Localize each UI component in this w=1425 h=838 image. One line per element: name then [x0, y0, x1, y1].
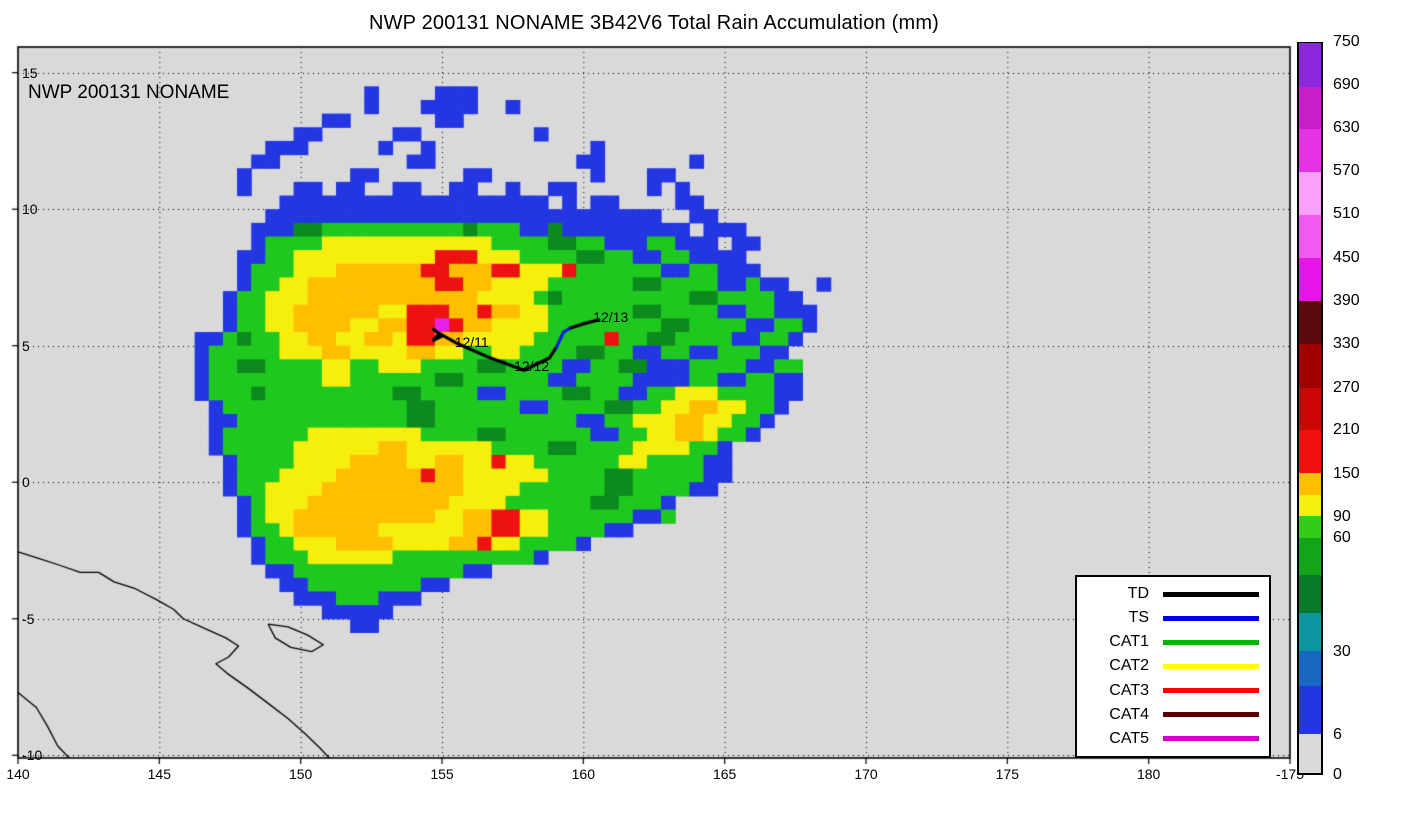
colorbar-segment-15 [1299, 171, 1321, 216]
colorbar-label-6: 6 [1333, 726, 1342, 744]
colorbar-segment-13 [1299, 257, 1321, 302]
colorbar-label-510: 510 [1333, 205, 1360, 223]
legend-label-td: TD [1127, 585, 1149, 603]
colorbar-label-150: 150 [1333, 464, 1360, 482]
legend-label-cat5: CAT5 [1109, 729, 1149, 747]
colorbar-segment-4 [1299, 574, 1321, 613]
legend-line-swatch-cat3 [1163, 688, 1259, 694]
x-axis-tick-175: 175 [995, 766, 1020, 782]
x-axis-tick-165: 165 [712, 766, 737, 782]
legend-row-cat3: CAT3 [1087, 682, 1259, 700]
colorbar-label-0: 0 [1333, 766, 1342, 783]
colorbar-segment-12 [1299, 300, 1321, 345]
x-axis-tick-155: 155 [430, 766, 454, 782]
y-axis-tick--5: -5 [22, 610, 35, 627]
map-storm-label: NWP 200131 NONAME [28, 82, 230, 103]
legend-line-swatch-cat2 [1163, 663, 1259, 669]
colorbar-segment-17 [1299, 86, 1321, 130]
y-axis-tick-0: 0 [22, 474, 30, 491]
y-axis-tick--10: -10 [22, 747, 43, 764]
legend-line-swatch-td [1163, 591, 1259, 597]
colorbar-segment-11 [1299, 343, 1321, 389]
colorbar-segment-6 [1299, 515, 1321, 538]
colorbar-label-270: 270 [1333, 378, 1360, 396]
x-axis-tick-140: 140 [6, 766, 30, 782]
colorbar-segment-5 [1299, 536, 1321, 575]
legend-line-swatch-cat1 [1163, 639, 1259, 645]
colorbar-segment-9 [1299, 429, 1321, 474]
track-date-label-12-11: 12/11 [454, 333, 489, 350]
colorbar-segment-16 [1299, 128, 1321, 173]
y-axis-tick-15: 15 [22, 64, 38, 81]
legend-row-cat5: CAT5 [1087, 730, 1259, 748]
colorbar-segment-3 [1299, 611, 1321, 651]
rain-colorbar: 0 6 30 60 90 150 210 270 330 390 450 510 570 630 690 75… [1297, 33, 1360, 783]
legend-label-ts: TS [1128, 609, 1149, 627]
legend-row-ts: TS [1087, 609, 1259, 627]
legend-row-td: TD [1087, 585, 1259, 603]
x-axis-tick-160: 160 [571, 766, 596, 782]
legend-label-cat2: CAT2 [1109, 657, 1149, 675]
colorbar-label-450: 450 [1333, 248, 1360, 266]
y-axis-tick-10: 10 [22, 201, 38, 218]
colorbar-segment-18 [1299, 43, 1321, 88]
colorbar-label-60: 60 [1333, 529, 1351, 547]
x-axis-tick-145: 145 [147, 766, 172, 782]
colorbar-label-210: 210 [1333, 421, 1360, 439]
colorbar-label-390: 390 [1333, 291, 1360, 309]
colorbar-label-630: 630 [1333, 118, 1360, 136]
track-intensity-legend: TD TS CAT1 CAT2 CAT3 CAT4 CAT5 [1075, 575, 1271, 758]
legend-row-cat2: CAT2 [1087, 657, 1259, 675]
track-date-label-12-12: 12/12 [514, 358, 550, 375]
colorbar-label-30: 30 [1333, 642, 1351, 660]
colorbar-label-750: 750 [1333, 33, 1360, 50]
legend-row-cat1: CAT1 [1087, 633, 1259, 651]
legend-label-cat4: CAT4 [1109, 705, 1149, 723]
legend-line-swatch-cat4 [1163, 712, 1259, 718]
x-axis-tick-170: 170 [854, 766, 878, 782]
x-axis-tick-150: 150 [288, 766, 313, 782]
colorbar-label-570: 570 [1333, 162, 1360, 179]
colorbar-segment-14 [1299, 214, 1321, 259]
colorbar-segment-8 [1299, 472, 1321, 495]
colorbar-gradient-bar [1297, 42, 1323, 775]
legend-row-cat4: CAT4 [1087, 706, 1259, 724]
legend-line-swatch-ts [1163, 615, 1259, 621]
legend-line-swatch-cat5 [1163, 736, 1259, 742]
colorbar-segment-0 [1299, 732, 1321, 773]
colorbar-label-690: 690 [1333, 76, 1360, 94]
track-date-label-12-13: 12/13 [593, 309, 629, 326]
y-axis-tick-5: 5 [22, 337, 30, 354]
legend-label-cat3: CAT3 [1109, 681, 1149, 699]
colorbar-label-90: 90 [1333, 507, 1351, 525]
legend-label-cat1: CAT1 [1109, 633, 1149, 651]
x-axis-tick-180: 180 [1136, 766, 1161, 782]
colorbar-segment-7 [1299, 493, 1321, 517]
colorbar-segment-1 [1299, 684, 1321, 734]
colorbar-segment-10 [1299, 387, 1321, 431]
colorbar-segment-2 [1299, 649, 1321, 686]
colorbar-label-330: 330 [1333, 334, 1360, 352]
